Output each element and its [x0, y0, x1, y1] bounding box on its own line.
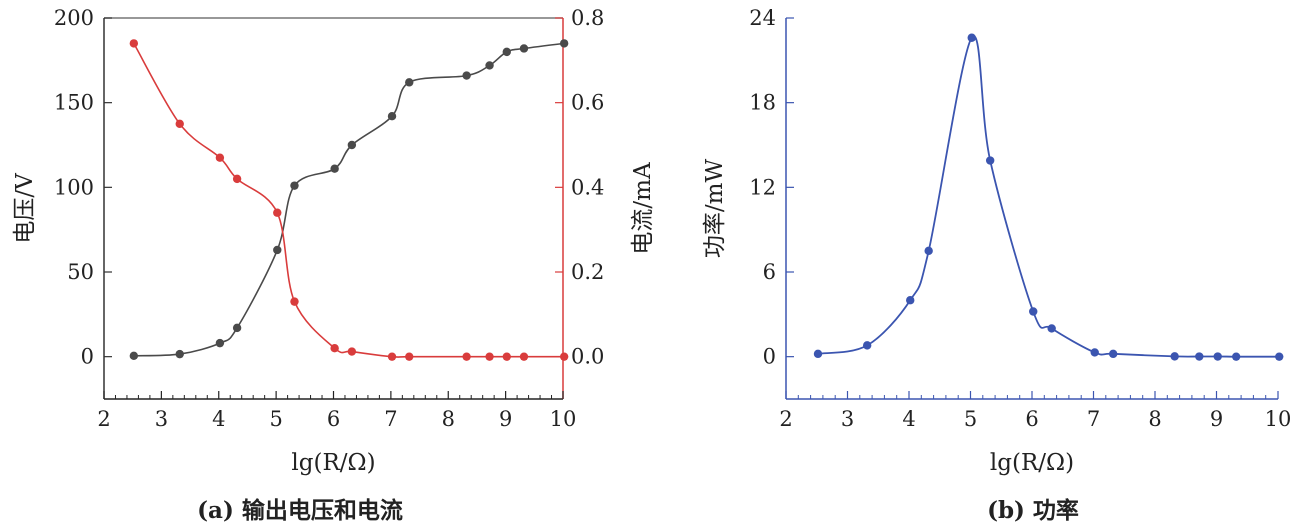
- panel-a-voltage-point: [559, 39, 569, 48]
- panel-b-power-point: [1275, 352, 1284, 361]
- panel-a-current-point: [485, 352, 494, 361]
- panel-a-voltage-point: [519, 44, 529, 53]
- panel-a-y2-axis-title: 电流/mA: [630, 162, 656, 255]
- panel-a-chart: 2 3 4 5 6 7 8 9 100501001502000.00.20.40.60.8lg(…: [12, 6, 656, 476]
- panel-a-voltage-point: [232, 323, 242, 333]
- panel-b-power-point: [862, 341, 872, 350]
- panel-b-power-point: [924, 246, 933, 256]
- panel-a-voltage-point: [387, 112, 397, 121]
- panel-b-x-tick-label: 3: [841, 407, 854, 431]
- panel-b-x-tick-label: 8: [1148, 407, 1161, 431]
- panel-b-power-point: [1090, 348, 1099, 357]
- panel-a-x-tick-label: 10: [550, 407, 577, 431]
- panel-b-x-tick-label: 2: [779, 407, 792, 431]
- panel-b-y-tick-label: 24: [749, 6, 776, 30]
- panel-a-y-tick-label: 50: [67, 260, 94, 284]
- panel-b-power-point: [1108, 349, 1118, 359]
- panel-a-current-point: [290, 297, 299, 306]
- panel-a-series-voltage-line: [133, 42, 565, 357]
- panel-b-y-tick-label: 6: [763, 260, 776, 284]
- panel-b-x-axis-title: lg(R/Ω): [990, 450, 1074, 476]
- panel-a-x-axis-title: lg(R/Ω): [291, 450, 375, 476]
- panel-b-x-tick-label: 10: [1265, 407, 1292, 431]
- panel-a-current-point: [175, 119, 184, 129]
- panel-b-x-tick-label: 6: [1025, 407, 1038, 431]
- panel-a-series-current-line: [133, 43, 565, 358]
- panel-a-y2-tick-label: 0.6: [571, 91, 604, 115]
- panel-b-power-point: [1213, 352, 1222, 361]
- panel-b-power-point: [1170, 352, 1179, 361]
- panel-a-current-point: [405, 352, 414, 361]
- panel-b-power-point: [1195, 352, 1204, 361]
- panel-b-y-tick-label: 0: [763, 345, 776, 369]
- panel-b-x-tick-label: 4: [902, 407, 915, 431]
- panel-a-x-tick-label: 9: [499, 407, 512, 431]
- panel-a-y-tick-label: 150: [54, 91, 94, 115]
- panel-a-voltage-point: [485, 61, 494, 70]
- panel-a-y2-tick-label: 0.0: [571, 345, 604, 369]
- panel-b-y-axis-title: 功率/mW: [702, 159, 728, 259]
- panel-a-caption: (a) 输出电压和电流: [197, 497, 403, 524]
- panel-a-voltage-point: [129, 351, 139, 361]
- panel-a-voltage-point: [347, 140, 357, 150]
- panel-a-current-point: [215, 153, 225, 162]
- panel-b-x-tick-label: 5: [964, 407, 977, 431]
- panel-a-x-tick-label: 2: [97, 407, 110, 431]
- panel-a-current-point: [232, 174, 242, 184]
- panel-a-current-point: [273, 208, 282, 217]
- panel-a-current-point: [347, 347, 357, 356]
- panel-a-y-axis-title: 电压/V: [12, 173, 38, 244]
- panel-a-x-tick-label: 3: [155, 407, 168, 431]
- panel-a-current-point: [462, 352, 471, 361]
- panel-a-voltage-point: [215, 338, 225, 348]
- panel-a-x-tick-label: 6: [327, 407, 340, 431]
- panel-a-y-tick-label: 100: [54, 175, 94, 199]
- panel-a-voltage-point: [502, 47, 511, 57]
- panel-b-x-tick-label: 9: [1210, 407, 1223, 431]
- panel-b-power-point: [813, 349, 823, 359]
- panel-a-voltage-point: [462, 71, 471, 80]
- panel-a-current-point: [502, 352, 511, 361]
- panel-a-y2-tick-label: 0.2: [571, 260, 604, 284]
- panel-a-current-point: [519, 352, 529, 361]
- panel-b-power-point: [1047, 324, 1056, 333]
- panel-a-current-point: [559, 352, 569, 361]
- panel-a-x-tick-label: 8: [442, 407, 455, 431]
- panel-b-x-tick-label: 7: [1087, 407, 1100, 431]
- panel-b-power-line: [817, 35, 1280, 358]
- panel-a-voltage-point: [405, 78, 414, 87]
- panel-b-y-tick-label: 18: [749, 91, 776, 115]
- panel-a-current-point: [387, 352, 397, 361]
- panel-b-chart: 2 3 4 5 6 7 8 9 10 0 6 12 18 24 lg(R/Ω) 功率/mW: [702, 6, 1291, 476]
- panel-b-power-point: [967, 33, 976, 42]
- panel-a-x-tick-label: 7: [384, 407, 397, 431]
- panel-a-y-tick-label: 0: [81, 345, 94, 369]
- panel-a-y-tick-label: 200: [54, 6, 94, 30]
- panel-b-power-point: [906, 296, 915, 305]
- panel-b-power-point: [985, 156, 995, 165]
- panel-b-power-point: [1231, 352, 1241, 361]
- panel-a-voltage-point: [175, 349, 184, 359]
- panel-a-x-tick-label: 4: [212, 407, 225, 431]
- panel-b-caption: (b) 功率: [987, 497, 1079, 524]
- panel-b-y-tick-label: 12: [749, 175, 776, 199]
- panel-a-voltage-point: [330, 164, 339, 173]
- panel-a-y2-tick-label: 0.8: [571, 6, 604, 30]
- panel-b-power-point: [1029, 307, 1038, 316]
- panel-a-voltage-point: [290, 181, 299, 190]
- panel-a-current-point: [330, 344, 339, 353]
- panel-a-y2-tick-label: 0.4: [571, 175, 604, 199]
- panel-a-voltage-point: [273, 245, 282, 255]
- panel-a-x-tick-label: 5: [269, 407, 282, 431]
- panel-a-current-point: [129, 39, 139, 48]
